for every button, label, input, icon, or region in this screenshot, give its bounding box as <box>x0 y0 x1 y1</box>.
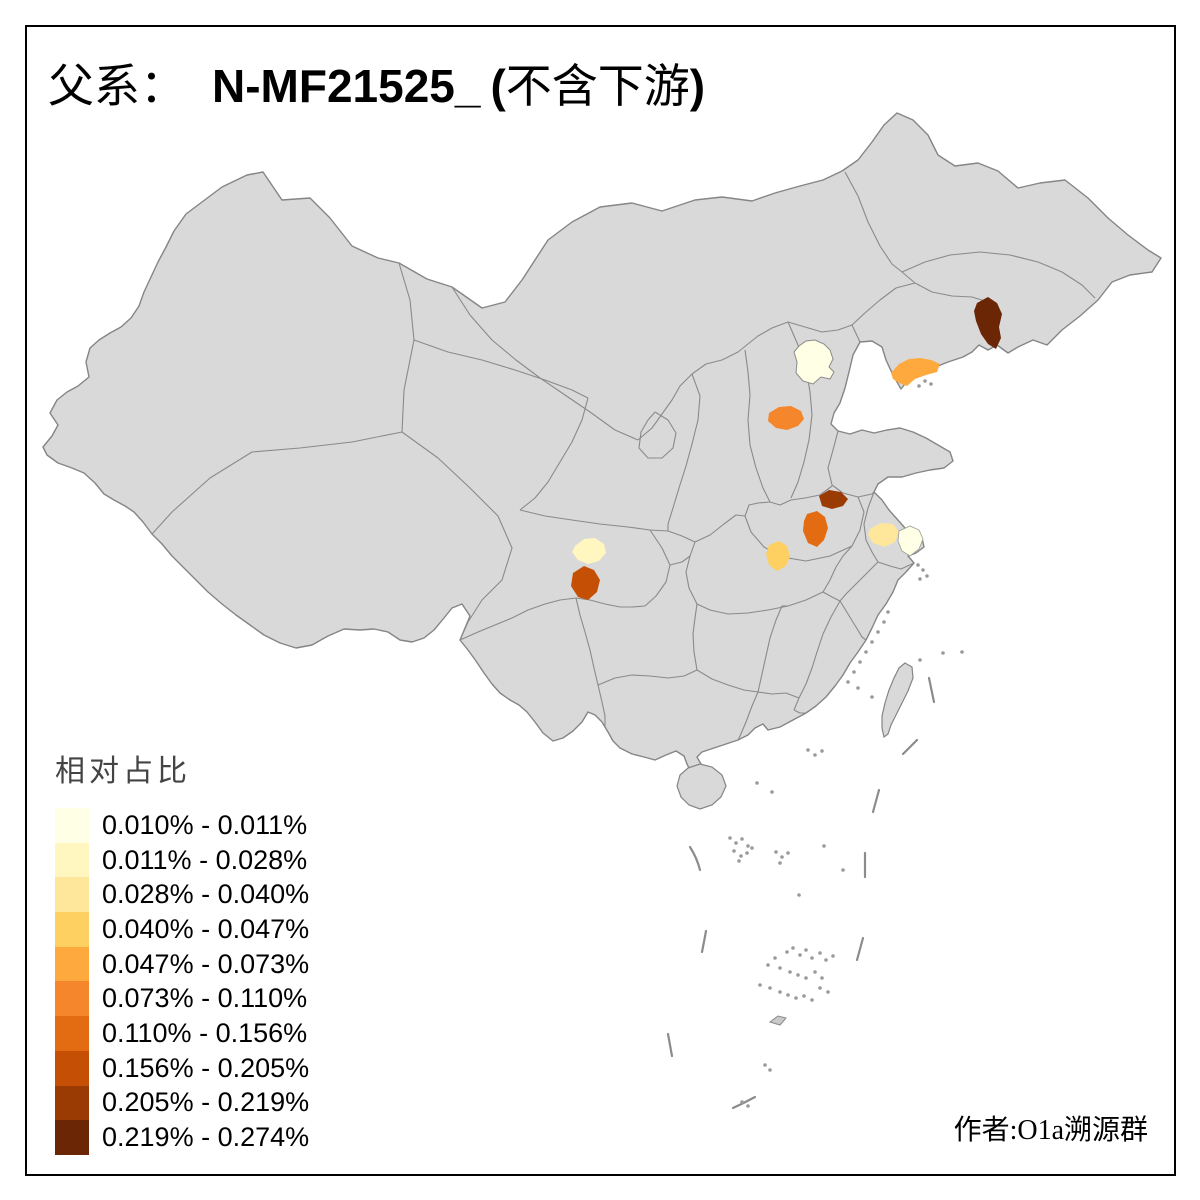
legend-row: 0.219% - 0.274% <box>55 1120 309 1155</box>
legend-title: 相对占比 <box>55 755 191 788</box>
title-prefix: 父系： <box>48 61 186 112</box>
mainland-outline <box>42 112 1162 773</box>
legend-row: 0.047% - 0.073% <box>55 946 310 982</box>
china-choropleth-map <box>42 112 1162 1110</box>
sea-islets <box>728 379 964 1108</box>
legend-label: 0.040% - 0.047% <box>102 913 310 944</box>
region-shanghai <box>897 525 924 557</box>
legend-swatch <box>55 912 89 947</box>
region-taiyuan <box>768 406 804 430</box>
legend-swatch <box>55 1050 89 1086</box>
region-beijing <box>793 339 835 385</box>
legend-row: 0.110% - 0.156% <box>55 1016 309 1051</box>
legend-label: 0.047% - 0.073% <box>102 948 310 979</box>
taiwan-island <box>881 662 914 739</box>
legend-swatch <box>55 946 89 982</box>
highlighted-regions <box>571 297 1002 600</box>
page-title: 父系： N-MF21525_ (不含下游) <box>48 58 705 115</box>
region-hubei-west <box>766 541 790 571</box>
legend-swatch <box>55 842 89 878</box>
legend-label: 0.156% - 0.205% <box>102 1052 310 1083</box>
region-chengdu <box>572 538 606 564</box>
legend-swatch <box>55 808 89 843</box>
legend-row: 0.205% - 0.219% <box>55 1085 310 1121</box>
title-paren-close: ) <box>689 60 706 112</box>
region-dandong <box>974 297 1002 349</box>
legend: 相对占比 0.010% - 0.011% 0.011% - 0.028% 0.0… <box>55 746 309 1155</box>
legend-row: 0.156% - 0.205% <box>55 1050 310 1086</box>
legend-label: 0.028% - 0.040% <box>102 879 310 910</box>
legend-label: 0.205% - 0.219% <box>102 1087 310 1118</box>
hainan-island <box>676 763 727 810</box>
title-haplogroup: N-MF21525_ <box>212 60 481 112</box>
legend-row: 0.073% - 0.110% <box>55 981 309 1017</box>
legend-label: 0.010% - 0.011% <box>102 809 308 840</box>
region-sichuan-south <box>571 566 600 600</box>
title-paren-open: ( <box>490 60 506 112</box>
legend-row: 0.010% - 0.011% <box>55 808 309 843</box>
legend-swatch <box>55 981 89 1017</box>
legend-swatch <box>55 1120 89 1155</box>
region-henan-south <box>803 511 828 547</box>
legend-swatch <box>55 877 89 913</box>
title-suffix: 不含下游 <box>505 61 690 112</box>
spratly-large-islet <box>768 1015 787 1026</box>
region-dalian <box>891 358 940 386</box>
legend-swatch <box>55 1085 89 1121</box>
province-borders <box>151 171 1096 741</box>
legend-label: 0.011% - 0.028% <box>102 844 308 875</box>
nine-dash-line <box>666 676 936 1110</box>
legend-swatch <box>55 1016 89 1051</box>
region-suzhou <box>868 523 899 547</box>
legend-row: 0.040% - 0.047% <box>55 912 309 947</box>
legend-label: 0.219% - 0.274% <box>102 1122 310 1153</box>
legend-row: 0.028% - 0.040% <box>55 877 310 913</box>
legend-label: 0.110% - 0.156% <box>102 1017 308 1048</box>
legend-row: 0.011% - 0.028% <box>55 842 309 878</box>
legend-label: 0.073% - 0.110% <box>102 983 308 1014</box>
region-henan-north <box>819 490 848 509</box>
attribution: 作者:O1a溯源群 <box>953 1115 1148 1146</box>
